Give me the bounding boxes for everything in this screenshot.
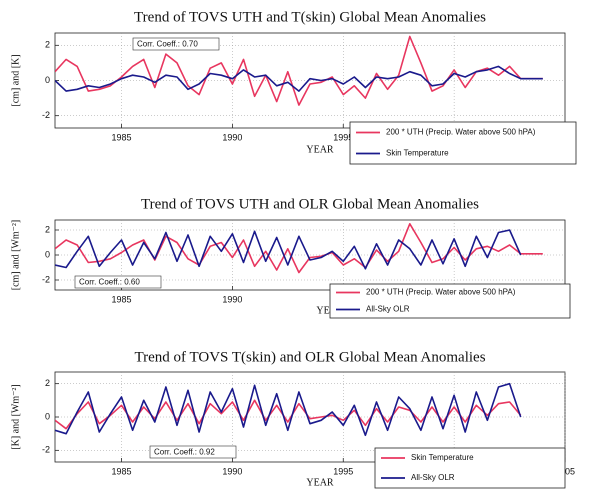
- legend-box: [374, 447, 566, 489]
- y-tick-label: 2: [45, 40, 50, 50]
- legend-label: Skin Temperature: [411, 453, 474, 462]
- legend-label: Skin Temperature: [386, 149, 449, 158]
- x-tick-label: 1990: [222, 294, 242, 304]
- y-tick-label: -2: [42, 445, 50, 455]
- y-tick-label: 0: [45, 411, 50, 421]
- x-tick-label: 1995: [333, 466, 353, 476]
- annotation-box: [132, 37, 220, 51]
- legend-box: [329, 283, 571, 319]
- x-axis-label: YEAR: [306, 144, 334, 155]
- y-tick-label: -2: [42, 274, 50, 284]
- y-tick-label: 2: [45, 378, 50, 388]
- x-tick-label: 1985: [112, 466, 132, 476]
- x-axis-label: YEAR: [306, 477, 334, 488]
- series-line: [55, 382, 522, 437]
- legend-box: [349, 121, 577, 165]
- legend-label: All-Sky OLR: [411, 473, 455, 482]
- y-tick-label: -2: [42, 110, 50, 120]
- panel: Trend of TOVS UTH and OLR Global Mean An…: [10, 196, 571, 319]
- lines: [55, 35, 543, 106]
- x-tick-label: 1990: [222, 132, 242, 142]
- series-line: [55, 65, 543, 92]
- y-axis-label: [cm] and [Wm⁻²]: [10, 220, 21, 290]
- legend-label: 200 * UTH (Precip. Water above 500 hPA): [386, 128, 536, 137]
- series-line: [55, 223, 543, 274]
- panel: Trend of TOVS UTH and T(skin) Global Mea…: [10, 9, 577, 165]
- x-tick-label: 1985: [112, 294, 132, 304]
- lines: [55, 382, 522, 437]
- lines: [55, 223, 543, 274]
- x-tick-label: 1990: [222, 466, 242, 476]
- series-line: [55, 229, 522, 270]
- chart-title: Trend of TOVS UTH and T(skin) Global Mea…: [134, 9, 486, 25]
- y-axis-label: [cm] and [K]: [10, 54, 21, 106]
- x-tick-label: 1995: [333, 132, 353, 142]
- annotation-box: [74, 275, 162, 289]
- annotation: Corr. Coeff.: 0.92: [154, 448, 215, 457]
- legend-label: 200 * UTH (Precip. Water above 500 hPA): [366, 288, 516, 297]
- chart-title: Trend of TOVS UTH and OLR Global Mean An…: [141, 196, 479, 212]
- annotation: Corr. Coeff.: 0.70: [137, 40, 198, 49]
- y-tick-label: 2: [45, 224, 50, 234]
- series-line: [55, 399, 522, 430]
- chart-title: Trend of TOVS T(skin) and OLR Global Mea…: [134, 349, 485, 365]
- legend-label: All-Sky OLR: [366, 305, 410, 314]
- y-tick-label: 0: [45, 249, 50, 259]
- x-tick-label: 1985: [112, 132, 132, 142]
- series-line: [55, 35, 543, 106]
- y-axis-label: [K] and [Wm⁻²]: [10, 384, 21, 449]
- annotation-box: [149, 445, 237, 459]
- y-tick-label: 0: [45, 75, 50, 85]
- annotation: Corr. Coeff.: 0.60: [79, 278, 140, 287]
- panel: Trend of TOVS T(skin) and OLR Global Mea…: [10, 349, 575, 489]
